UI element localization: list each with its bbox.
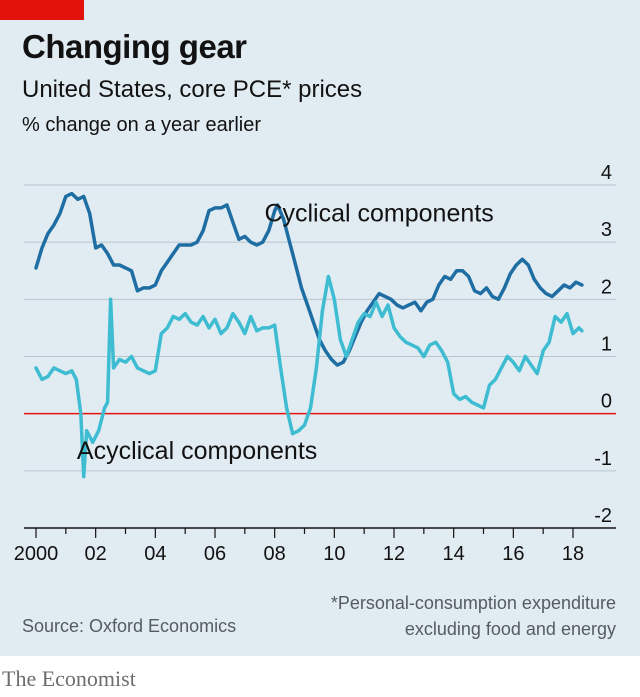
y-tick-label: 0 — [601, 391, 612, 413]
y-tick-label: 3 — [601, 219, 612, 241]
x-tick-label: 10 — [323, 543, 345, 565]
acyclical-label: Acyclical components — [77, 437, 317, 465]
y-tick-label: -2 — [594, 505, 612, 527]
x-tick-label: 18 — [562, 543, 584, 565]
x-tick-label: 2000 — [14, 543, 59, 565]
y-tick-label: 2 — [601, 276, 612, 298]
y-tick-label: 4 — [601, 162, 612, 184]
x-tick-label: 12 — [383, 543, 405, 565]
footnote-line-1: *Personal-consumption expenditure — [330, 593, 616, 613]
x-tick-label: 16 — [502, 543, 524, 565]
cyclical-series-line — [34, 191, 584, 367]
x-tick-label: 06 — [204, 543, 226, 565]
publication-brand: The Economist — [2, 666, 136, 691]
source-note: Source: Oxford Economics — [22, 616, 237, 636]
x-axis — [24, 527, 616, 538]
unit-label: % change on a year earlier — [22, 114, 262, 136]
series-lines — [34, 191, 584, 479]
chart-subtitle: United States, core PCE* prices — [22, 76, 363, 103]
chart-panel: Changing gear United States, core PCE* p… — [0, 0, 640, 656]
brand-tag — [0, 0, 84, 20]
gridlines — [24, 184, 616, 472]
x-tick-label: 08 — [264, 543, 286, 565]
footnote: *Personal-consumption expenditure exclud… — [331, 590, 616, 642]
x-tick-label: 04 — [144, 543, 166, 565]
cyclical-label: Cyclical components — [264, 200, 493, 228]
y-tick-label: 1 — [601, 334, 612, 356]
footnote-line-2: excluding food and energy — [404, 619, 616, 639]
x-tick-label: 14 — [443, 543, 465, 565]
y-tick-label: -1 — [594, 448, 612, 470]
chart-title: Changing gear — [22, 28, 247, 65]
acyclical-series-line — [34, 274, 584, 479]
x-tick-label: 02 — [85, 543, 107, 565]
series-annotations: Cyclical components Acyclical components — [77, 200, 494, 465]
